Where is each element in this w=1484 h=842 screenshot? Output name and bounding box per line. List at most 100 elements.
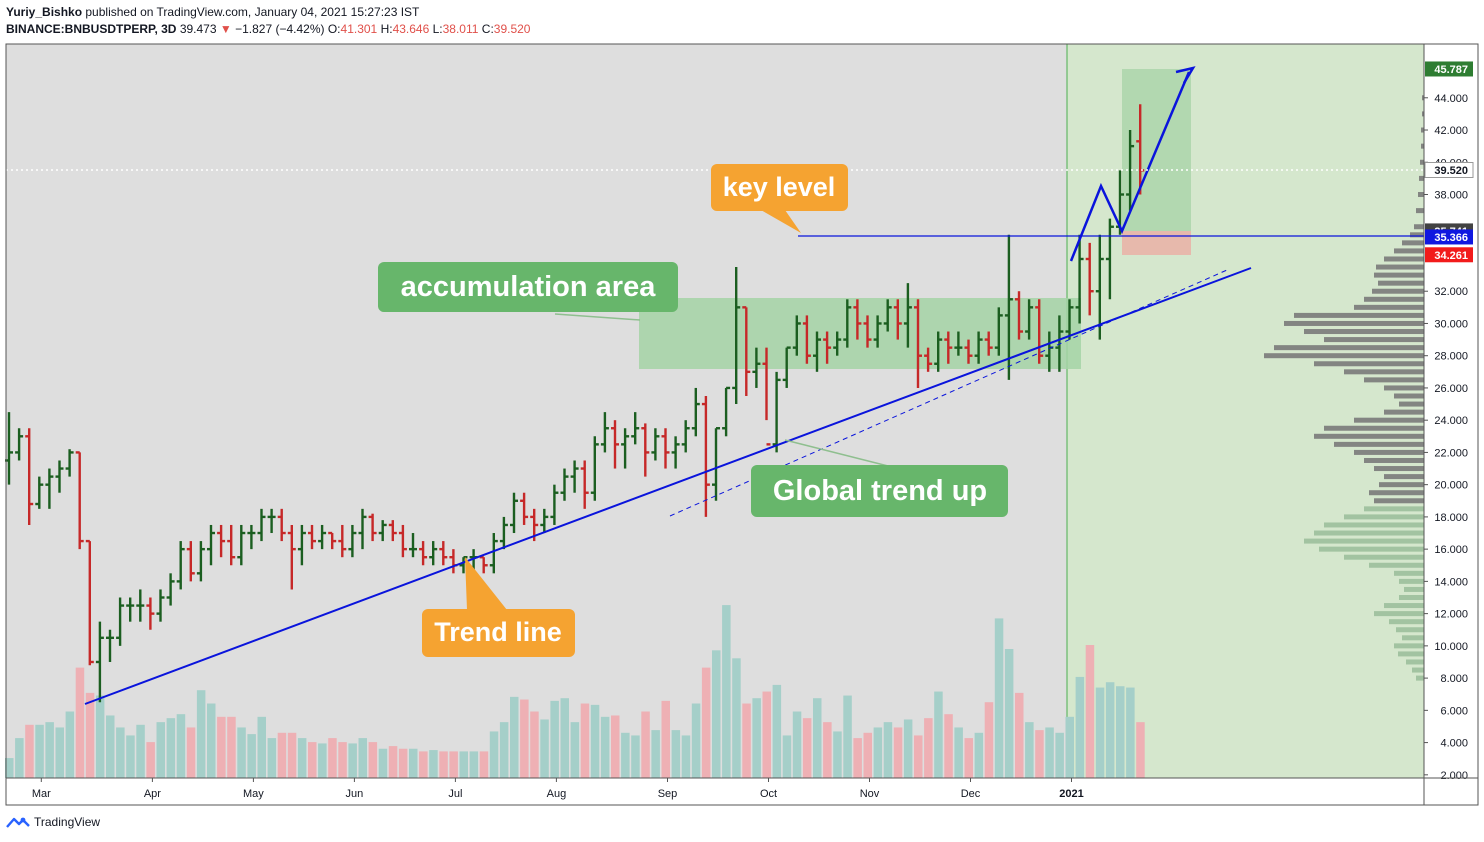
author-name[interactable]: Yuriy_Bishko: [6, 5, 83, 19]
x-tick-label: Jul: [448, 788, 462, 800]
volume-bar: [45, 722, 54, 778]
volume-profile-row: [1404, 586, 1424, 592]
volume-bar: [600, 716, 610, 778]
ohlc-bar: [540, 508, 549, 534]
ohlc-bar: [176, 541, 185, 590]
price-tag-box: [1425, 61, 1473, 77]
accumulation-zone[interactable]: [639, 298, 1081, 369]
volume-bar: [65, 711, 75, 778]
volume-bar: [671, 730, 681, 778]
volume-profile: [1264, 95, 1424, 681]
volume-bar: [732, 658, 741, 778]
volume-bar: [924, 718, 933, 778]
low-value: 38.011: [442, 22, 479, 36]
global-trend-label-box[interactable]: [751, 465, 1008, 517]
ohlc-bar: [843, 299, 852, 348]
y-tick-label: 6.000: [1440, 705, 1468, 717]
volume-bar: [479, 751, 489, 778]
volume-bar: [914, 735, 923, 778]
ohlc-bar: [1035, 299, 1044, 364]
volume-bar: [701, 667, 711, 778]
ohlc-bar: [409, 533, 417, 558]
volume-bar: [217, 716, 226, 778]
volume-profile-row: [1374, 498, 1424, 504]
ohlc-bar: [681, 420, 690, 453]
volume-bar: [267, 738, 277, 778]
key-level-label-box[interactable]: [711, 164, 848, 211]
volume-bar: [75, 667, 85, 778]
volume-profile-row: [1414, 224, 1424, 230]
volume-bar: [974, 732, 984, 778]
stop-zone[interactable]: [1122, 231, 1191, 255]
volume-profile-row: [1354, 304, 1424, 310]
tradingview-footer[interactable]: TradingView: [6, 815, 100, 829]
volume-bar: [722, 605, 731, 778]
ohlc-bar: [419, 541, 428, 566]
volume-bar: [338, 742, 347, 778]
ohlc-bar: [712, 427, 720, 501]
volume-bar: [378, 748, 388, 778]
accumulation-label: accumulation area: [401, 271, 657, 303]
volume-profile-row: [1384, 409, 1424, 415]
ohlc-bar: [1065, 299, 1074, 340]
low-label: L:: [432, 22, 443, 36]
volume-bar: [308, 742, 317, 778]
ohlc-bar: [308, 524, 316, 550]
y-tick-label: 28.000: [1434, 351, 1468, 363]
volume-profile-row: [1264, 353, 1424, 359]
price-tag-box: [1425, 229, 1473, 245]
volume-profile-row: [1304, 538, 1424, 544]
x-tick-label: Oct: [760, 788, 777, 800]
last-price: 39.473: [179, 22, 217, 36]
ohlc-bar: [611, 420, 619, 469]
volume-bar: [984, 702, 994, 778]
volume-bar: [873, 727, 883, 778]
volume-bar: [631, 735, 640, 778]
volume-bar: [126, 735, 135, 778]
volume-bar: [802, 718, 812, 778]
volume-bar: [429, 750, 438, 778]
volume-bar: [25, 724, 34, 778]
volume-profile-row: [1416, 675, 1424, 681]
volume-profile-row: [1420, 159, 1424, 165]
symbol-info: BINANCE:BNBUSDTPERP, 3D 39.473 ▼ −1.827 …: [6, 22, 530, 36]
volume-bar: [1075, 676, 1085, 778]
volume-profile-row: [1344, 369, 1424, 375]
time-axis[interactable]: Mar Apr May Jun Jul Aug Sep Oct Nov Dec 2021: [32, 778, 1084, 800]
price-axis[interactable]: [1424, 44, 1478, 778]
trend-line[interactable]: [84, 267, 1252, 705]
x-tick-label: Nov: [860, 788, 880, 800]
high-label: H:: [380, 22, 393, 36]
accumulation-label-box[interactable]: [378, 262, 678, 312]
ohlc-bar: [914, 299, 922, 388]
volume-profile-row: [1399, 578, 1424, 584]
x-tick-label: Dec: [961, 788, 981, 800]
symbol-name[interactable]: BINANCE:BNBUSDTPERP, 3D: [6, 22, 177, 36]
price-tag-box: [1424, 162, 1474, 178]
volume-bar: [116, 727, 125, 778]
price-tag-label: 35.366: [1434, 232, 1468, 244]
ohlc-bar: [631, 412, 640, 445]
volume-bar: [499, 722, 509, 778]
volume-bar: [752, 698, 761, 778]
ohlc-bar: [833, 331, 842, 356]
chart-frame: [5, 43, 1479, 806]
volume-bar: [540, 719, 549, 778]
volume-bar: [853, 738, 862, 778]
volume-bar: [994, 618, 1004, 778]
trend-line-label-box[interactable]: [422, 609, 575, 657]
ohlc-bar: [924, 347, 933, 372]
ohlc-bar: [762, 347, 771, 446]
volume-bar: [893, 727, 903, 778]
volume-bar: [85, 692, 95, 778]
ohlc-bar: [1085, 242, 1094, 316]
volume-bar: [489, 731, 499, 778]
volume-bar: [762, 691, 771, 778]
close-value: 39.520: [493, 22, 531, 36]
volume-bar: [1015, 692, 1024, 778]
projection-path[interactable]: [1069, 71, 1191, 262]
x-tick-label: Mar: [32, 788, 51, 800]
volume-bar: [368, 742, 378, 778]
y-tick-label: 8.000: [1440, 673, 1468, 685]
